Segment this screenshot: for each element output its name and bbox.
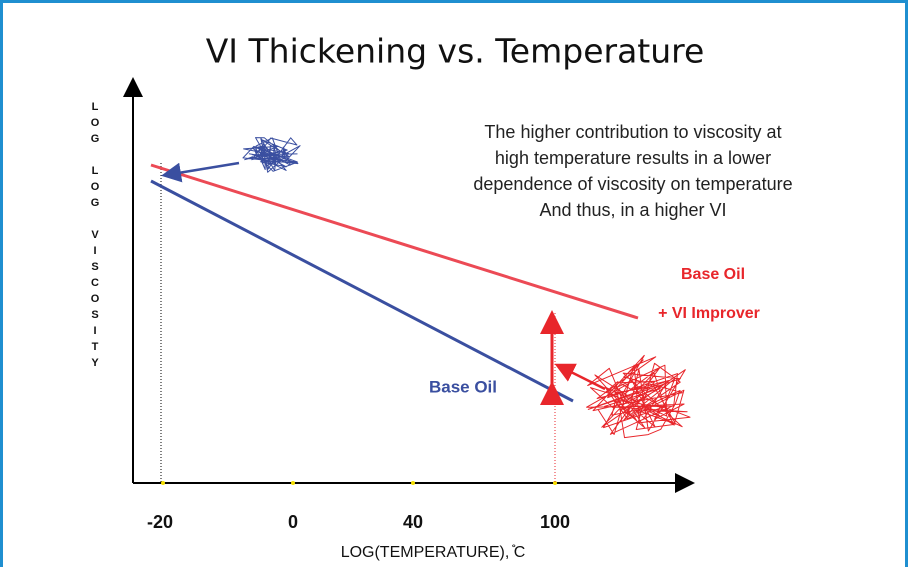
blue-pointer <box>161 161 240 183</box>
x-tick-label: 100 <box>540 512 570 532</box>
x-tick-label: 0 <box>288 512 298 532</box>
red-line-label: Base Oil <box>681 266 745 283</box>
annotation-line: dependence of viscosity on temperature <box>473 174 792 194</box>
annotation-line: And thus, in a higher VI <box>539 200 726 220</box>
title: VI Thickening vs. Temperature <box>206 32 705 71</box>
red-pointer <box>554 363 606 391</box>
y-axis-label: LOG LOG VISCOSITY <box>89 101 101 373</box>
tick-dots <box>161 481 557 485</box>
diagram: VI Thickening vs. Temperature The higher… <box>123 32 793 561</box>
annotation-line: The higher contribution to viscosity at <box>484 122 781 142</box>
x-tick-label: -20 <box>147 512 173 532</box>
blue-line-label: Base Oil <box>429 377 497 396</box>
x-axis-label: LOG(TEMPERATURE), ̊C <box>341 544 526 561</box>
blue-line <box>150 179 574 403</box>
polymer-coil <box>586 354 691 439</box>
red-line-label: + VI Improver <box>658 305 760 322</box>
annotation-line: high temperature results in a lower <box>495 148 771 168</box>
polymer-coil <box>242 137 301 173</box>
x-tick-label: 40 <box>403 512 423 532</box>
red-line <box>150 163 639 320</box>
